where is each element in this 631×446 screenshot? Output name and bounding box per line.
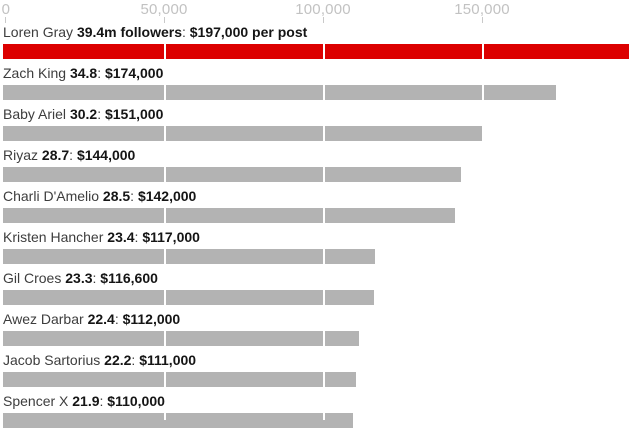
chart-row: Jacob Sartorius 22.2: $111,000 [3,352,631,387]
bar-grey [3,167,461,182]
row-followers-stat: 23.3 [65,270,93,286]
chart-row: Charli D'Amelio 28.5: $142,000 [3,188,631,223]
row-label: Jacob Sartorius 22.2: $111,000 [3,352,631,369]
bar-highlighted [3,44,629,59]
row-followers-stat: 22.2 [104,352,132,368]
chart-row: Kristen Hancher 23.4: $117,000 [3,229,631,264]
bar-grey [3,413,353,428]
row-name: Spencer X [3,393,69,409]
row-amount: $142,000 [137,188,197,204]
stat-amount-separator: : [69,147,77,163]
axis-tick-label: 50,000 [140,1,188,18]
row-name: Gil Croes [3,270,62,286]
stat-amount-separator: : [134,229,143,245]
row-amount: $151,000 [104,106,164,122]
row-name: Jacob Sartorius [3,352,101,368]
row-amount: $112,000 [122,311,181,327]
bar-grey [3,249,376,264]
row-label: Charli D'Amelio 28.5: $142,000 [3,188,631,205]
row-amount: $174,000 [104,65,164,81]
axis-tick-mark [5,17,6,23]
chart-row: Spencer X 21.9: $110,000 [3,393,631,428]
stat-amount-separator: : [130,188,138,204]
row-label: Awez Darbar 22.4: $112,000 [3,311,631,328]
row-name: Zach King [3,65,67,81]
row-amount: $144,000 [76,147,136,163]
row-label: Spencer X 21.9: $110,000 [3,393,631,410]
row-name: Baby Ariel [3,106,67,122]
row-label: Zach King 34.8: $174,000 [3,65,631,82]
axis-tick-label: 150,000 [454,1,510,18]
axis-gridline [482,23,484,420]
stat-amount-separator: : [97,106,105,122]
bar-grey [3,126,484,141]
row-label: Gil Croes 23.3: $116,600 [3,270,631,287]
stat-amount-separator: : [92,270,101,286]
row-followers-stat: 30.2 [69,106,98,122]
row-name: Charli D'Amelio [3,188,100,204]
row-name: Riyaz [3,147,39,163]
stat-amount-separator: : [114,311,123,327]
chart-row: Loren Gray 39.4m followers: $197,000 per… [3,24,631,59]
row-label: Baby Ariel 30.2: $151,000 [3,106,631,123]
row-label: Riyaz 28.7: $144,000 [3,147,631,164]
row-amount: $111,000 [139,352,197,368]
axis-gridline [323,23,325,420]
row-followers-stat: 21.9 [72,393,100,409]
bar-grey [3,372,356,387]
row-followers-stat: 39.4m followers [76,24,182,40]
row-name: Kristen Hancher [3,229,104,245]
chart-rows: Loren Gray 39.4m followers: $197,000 per… [0,23,631,428]
row-name: Loren Gray [3,24,74,40]
row-amount: $110,000 [107,393,165,409]
bar-grey [3,290,374,305]
chart-row: Riyaz 28.7: $144,000 [3,147,631,182]
row-followers-stat: 34.8 [69,65,98,81]
row-followers-stat: 22.4 [87,311,115,327]
row-amount: $197,000 per post [189,24,308,40]
stat-amount-separator: : [131,352,140,368]
row-followers-stat: 28.7 [41,147,70,163]
x-axis: 0 50,000 100,000 150,000 [0,0,631,23]
chart-row: Awez Darbar 22.4: $112,000 [3,311,631,346]
bar-grey [3,331,360,346]
axis-tick-mark [482,17,483,23]
row-label: Loren Gray 39.4m followers: $197,000 per… [3,24,631,41]
axis-tick-label: 100,000 [295,1,351,18]
stat-amount-separator: : [181,24,190,40]
chart-row: Zach King 34.8: $174,000 [3,65,631,100]
row-label: Kristen Hancher 23.4: $117,000 [3,229,631,246]
row-name: Awez Darbar [3,311,84,327]
axis-tick-mark [164,17,165,23]
row-followers-stat: 28.5 [102,188,131,204]
axis-gridline [164,23,166,420]
axis-tick-label: 0 [1,1,11,18]
row-amount: $117,000 [142,229,200,245]
chart-row: Gil Croes 23.3: $116,600 [3,270,631,305]
stat-amount-separator: : [97,65,105,81]
stat-amount-separator: : [99,393,108,409]
bar-grey [3,208,455,223]
row-amount: $116,600 [100,270,158,286]
row-followers-stat: 23.4 [107,229,135,245]
bar-grey [3,85,557,100]
chart-row: Baby Ariel 30.2: $151,000 [3,106,631,141]
axis-tick-mark [323,17,324,23]
